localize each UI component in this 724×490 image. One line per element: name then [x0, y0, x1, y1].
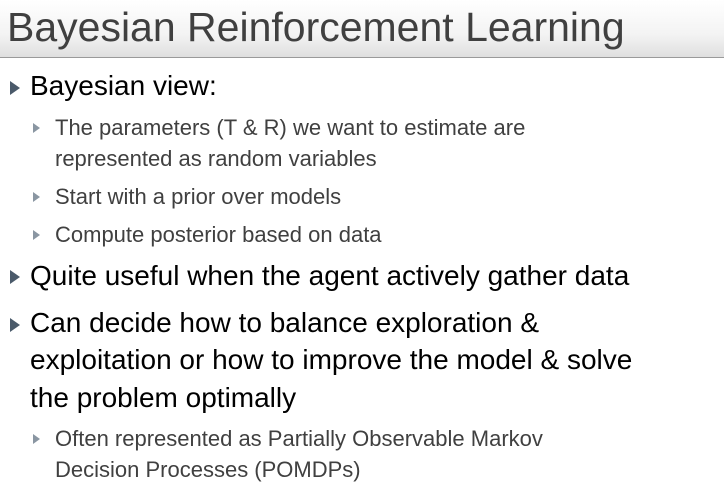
sub-bullet-text: Start with a prior over models	[55, 184, 342, 209]
triangle-right-icon	[33, 434, 40, 444]
triangle-right-icon	[10, 81, 20, 95]
sub-bullet-text: The parameters (T & R) we want to estima…	[55, 115, 526, 140]
triangle-right-icon	[10, 318, 20, 332]
bullet-text: exploitation or how to improve the model…	[30, 344, 633, 375]
bullet-text: Can decide how to balance exploration &	[30, 307, 540, 338]
sub-bullet-text: Often represented as Partially Observabl…	[55, 426, 543, 451]
sub-bullet-text: represented as random variables	[55, 146, 377, 171]
sub-bullet-text: Compute posterior based on data	[55, 222, 382, 247]
bullet-text: Quite useful when the agent actively gat…	[30, 260, 630, 291]
bullet-text: the problem optimally	[30, 382, 297, 413]
bullet-text: Bayesian view:	[30, 70, 217, 101]
triangle-right-icon	[33, 123, 40, 133]
triangle-right-icon	[33, 192, 40, 202]
slide-title: Bayesian Reinforcement Learning	[7, 4, 625, 50]
title-divider	[0, 57, 724, 58]
triangle-right-icon	[10, 270, 20, 284]
title-bar: Bayesian Reinforcement Learning	[0, 0, 724, 58]
sub-bullet-text: Decision Processes (POMDPs)	[55, 457, 361, 482]
triangle-right-icon	[33, 230, 40, 240]
